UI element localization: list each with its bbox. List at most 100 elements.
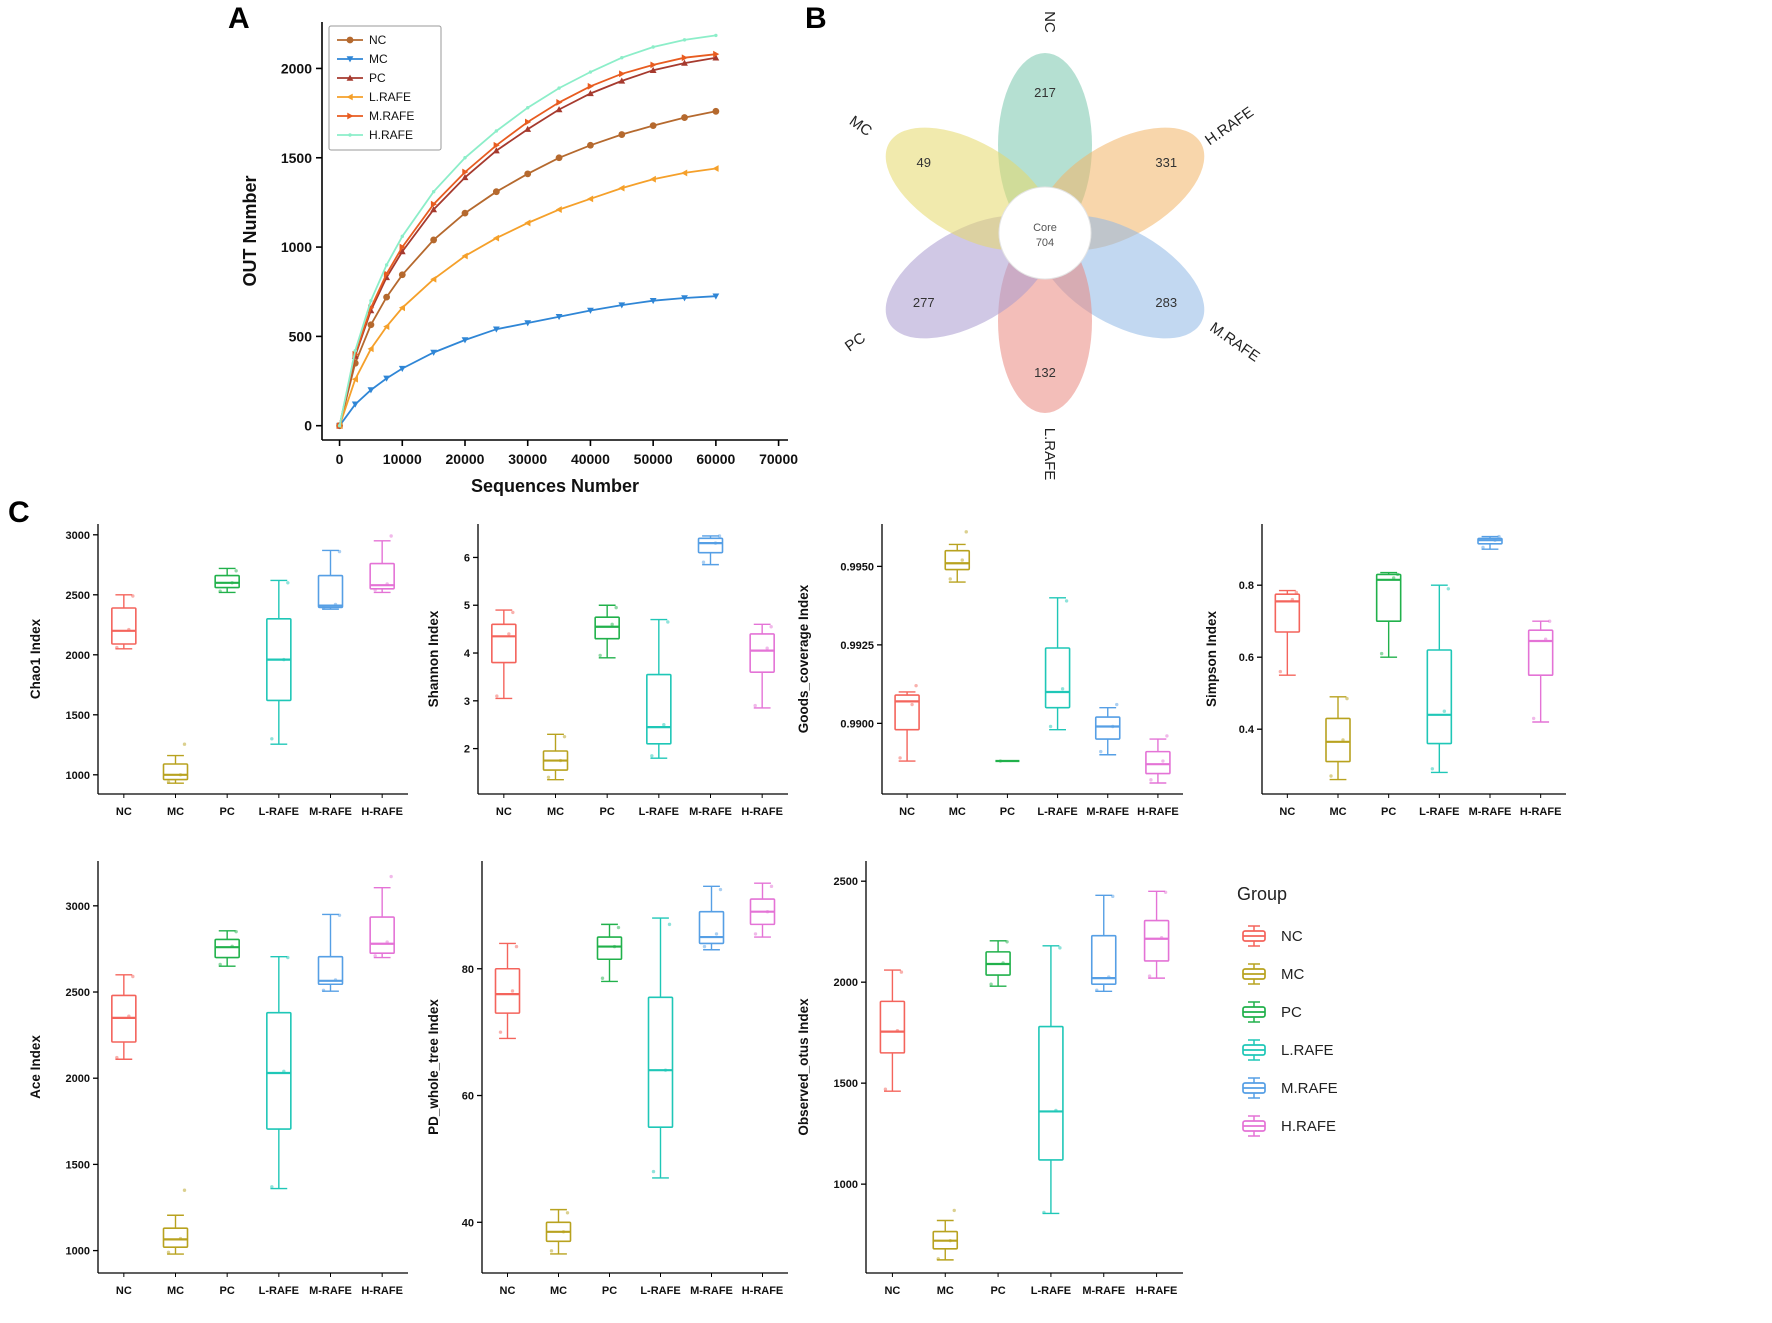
boxplot-glyph-icon <box>1242 963 1266 985</box>
svg-text:1500: 1500 <box>66 710 90 722</box>
svg-text:2: 2 <box>464 744 470 756</box>
svg-text:H-RAFE: H-RAFE <box>742 1285 784 1297</box>
svg-text:L.RAFE: L.RAFE <box>369 90 411 104</box>
svg-text:MC: MC <box>550 1285 567 1297</box>
legend-item-label: NC <box>1281 927 1303 945</box>
rarefaction-plot: 0 10000 20000 30000 40000 50000 60000 70000 0 500… <box>240 22 798 496</box>
svg-text:NC: NC <box>369 33 387 47</box>
svg-text:L-RAFE: L-RAFE <box>1031 1285 1071 1297</box>
svg-text:Simpson Index: Simpson Index <box>1204 611 1219 708</box>
svg-text:L-RAFE: L-RAFE <box>639 806 679 818</box>
svg-text:1000: 1000 <box>66 770 90 782</box>
shannon-plot: 2 3 4 5 6 Shannon Index NC MC PC L-RAFE M-RAFE H-RA… <box>426 524 788 818</box>
svg-text:PC: PC <box>842 329 869 355</box>
pd-whole-tree-boxplot: 40 60 80 PD_whole_tree Index NC MC PC L-RAFE M-R… <box>426 861 788 1297</box>
panel-b-label: B <box>805 2 827 35</box>
svg-text:0.8: 0.8 <box>1239 580 1254 592</box>
legend-item-label: MC <box>1281 965 1305 983</box>
svg-text:Core: Core <box>1033 222 1057 234</box>
svg-text:H-RAFE: H-RAFE <box>361 1285 403 1297</box>
svg-text:80: 80 <box>462 964 474 976</box>
svg-text:Sequences Number: Sequences Number <box>471 476 639 496</box>
goods-coverage-boxplot: 0.9900 0.9925 0.9950 Goods_coverage Index NC… <box>796 524 1183 818</box>
legend-item-label: L.RAFE <box>1281 1041 1334 1059</box>
svg-text:0: 0 <box>336 451 344 467</box>
svg-text:PD_whole_tree Index: PD_whole_tree Index <box>426 999 441 1135</box>
svg-text:H-RAFE: H-RAFE <box>361 806 403 818</box>
svg-text:10000: 10000 <box>383 451 422 467</box>
svg-text:MC: MC <box>1329 806 1346 818</box>
svg-text:L-RAFE: L-RAFE <box>259 806 299 818</box>
svg-text:M.RAFE: M.RAFE <box>369 109 414 123</box>
svg-text:Goods_coverage Index: Goods_coverage Index <box>796 584 811 733</box>
svg-text:PC: PC <box>600 806 615 818</box>
svg-text:MC: MC <box>547 806 564 818</box>
svg-text:Observed_otus Index: Observed_otus Index <box>796 998 811 1136</box>
legend-item-label: M.RAFE <box>1281 1079 1338 1097</box>
svg-text:132: 132 <box>1034 365 1056 380</box>
svg-text:MC: MC <box>846 113 875 140</box>
svg-text:277: 277 <box>913 295 935 310</box>
legend-item-label: PC <box>1281 1003 1302 1021</box>
svg-text:1000: 1000 <box>66 1246 90 1258</box>
svg-text:H-RAFE: H-RAFE <box>741 806 783 818</box>
legend-item-L.RAFE: L.RAFE <box>1237 1031 1457 1069</box>
svg-text:MC: MC <box>167 1285 184 1297</box>
boxplot-glyph-icon <box>1242 1039 1266 1061</box>
ace-boxplot: 1000 1500 2000 2500 3000 Ace Index NC MC PC L-RAF… <box>28 861 408 1297</box>
svg-text:M-RAFE: M-RAFE <box>690 1285 733 1297</box>
svg-text:MC: MC <box>937 1285 954 1297</box>
svg-text:L-RAFE: L-RAFE <box>640 1285 680 1297</box>
group-legend: Group NC MC PC L.RAFE M.RAFE H.RAFE <box>1237 884 1457 1145</box>
svg-text:40000: 40000 <box>571 451 610 467</box>
legend-item-label: H.RAFE <box>1281 1117 1337 1135</box>
svg-text:0: 0 <box>304 418 312 434</box>
shannon-boxplot: 2 3 4 5 6 Shannon Index NC MC PC L-RAFE M-RAFE H-RA… <box>426 524 788 818</box>
ace-plot: 1000 1500 2000 2500 3000 Ace Index NC MC PC L-RAF… <box>28 861 408 1297</box>
svg-text:Chao1 Index: Chao1 Index <box>28 618 43 699</box>
boxplot-glyph-icon <box>1242 1077 1266 1099</box>
svg-text:NC: NC <box>116 806 132 818</box>
svg-text:M-RAFE: M-RAFE <box>1086 806 1129 818</box>
svg-text:M-RAFE: M-RAFE <box>309 1285 352 1297</box>
svg-text:217: 217 <box>1034 85 1056 100</box>
svg-text:49: 49 <box>917 155 931 170</box>
panel-c-label: C <box>8 496 30 529</box>
flower-plot: Core 704 217 NC 331 H.RAFE 283 M.RAFE 132 L.RAFE 2… <box>842 11 1263 480</box>
svg-text:MC: MC <box>369 52 388 66</box>
svg-text:H-RAFE: H-RAFE <box>1137 806 1179 818</box>
svg-text:M.RAFE: M.RAFE <box>1207 319 1263 365</box>
svg-text:NC: NC <box>899 806 915 818</box>
svg-text:H-RAFE: H-RAFE <box>1520 806 1562 818</box>
svg-text:H.RAFE: H.RAFE <box>1202 104 1257 149</box>
svg-text:Shannon Index: Shannon Index <box>426 610 441 707</box>
svg-text:L-RAFE: L-RAFE <box>1037 806 1077 818</box>
svg-text:2500: 2500 <box>66 590 90 602</box>
svg-text:NC: NC <box>1041 11 1058 33</box>
svg-text:40: 40 <box>462 1217 474 1229</box>
svg-text:1000: 1000 <box>281 239 312 255</box>
svg-text:0.9900: 0.9900 <box>840 718 874 730</box>
svg-text:60: 60 <box>462 1091 474 1103</box>
svg-text:1500: 1500 <box>66 1159 90 1171</box>
svg-text:PC: PC <box>369 71 386 85</box>
svg-text:2000: 2000 <box>834 977 858 989</box>
observed-otus-boxplot: 1000 1500 2000 2500 Observed_otus Index NC MC P… <box>796 861 1183 1297</box>
svg-text:PC: PC <box>220 1285 235 1297</box>
svg-text:70000: 70000 <box>759 451 798 467</box>
boxplot-glyph-icon <box>1242 925 1266 947</box>
svg-text:1000: 1000 <box>834 1179 858 1191</box>
svg-text:PC: PC <box>1000 806 1015 818</box>
svg-text:60000: 60000 <box>696 451 735 467</box>
svg-text:PC: PC <box>1381 806 1396 818</box>
legend-item-MC: MC <box>1237 955 1457 993</box>
svg-text:NC: NC <box>496 806 512 818</box>
svg-text:2000: 2000 <box>66 1073 90 1085</box>
pd_whole_tree-plot: 40 60 80 PD_whole_tree Index NC MC PC L-RAFE M-R… <box>426 861 788 1297</box>
svg-text:NC: NC <box>884 1285 900 1297</box>
chao1-plot: 1000 1500 2000 2500 3000 Chao1 Index NC MC PC L-R… <box>28 524 408 818</box>
svg-text:2000: 2000 <box>66 650 90 662</box>
svg-text:500: 500 <box>289 328 313 344</box>
svg-text:Ace Index: Ace Index <box>28 1035 43 1099</box>
svg-text:0.9925: 0.9925 <box>840 640 874 652</box>
